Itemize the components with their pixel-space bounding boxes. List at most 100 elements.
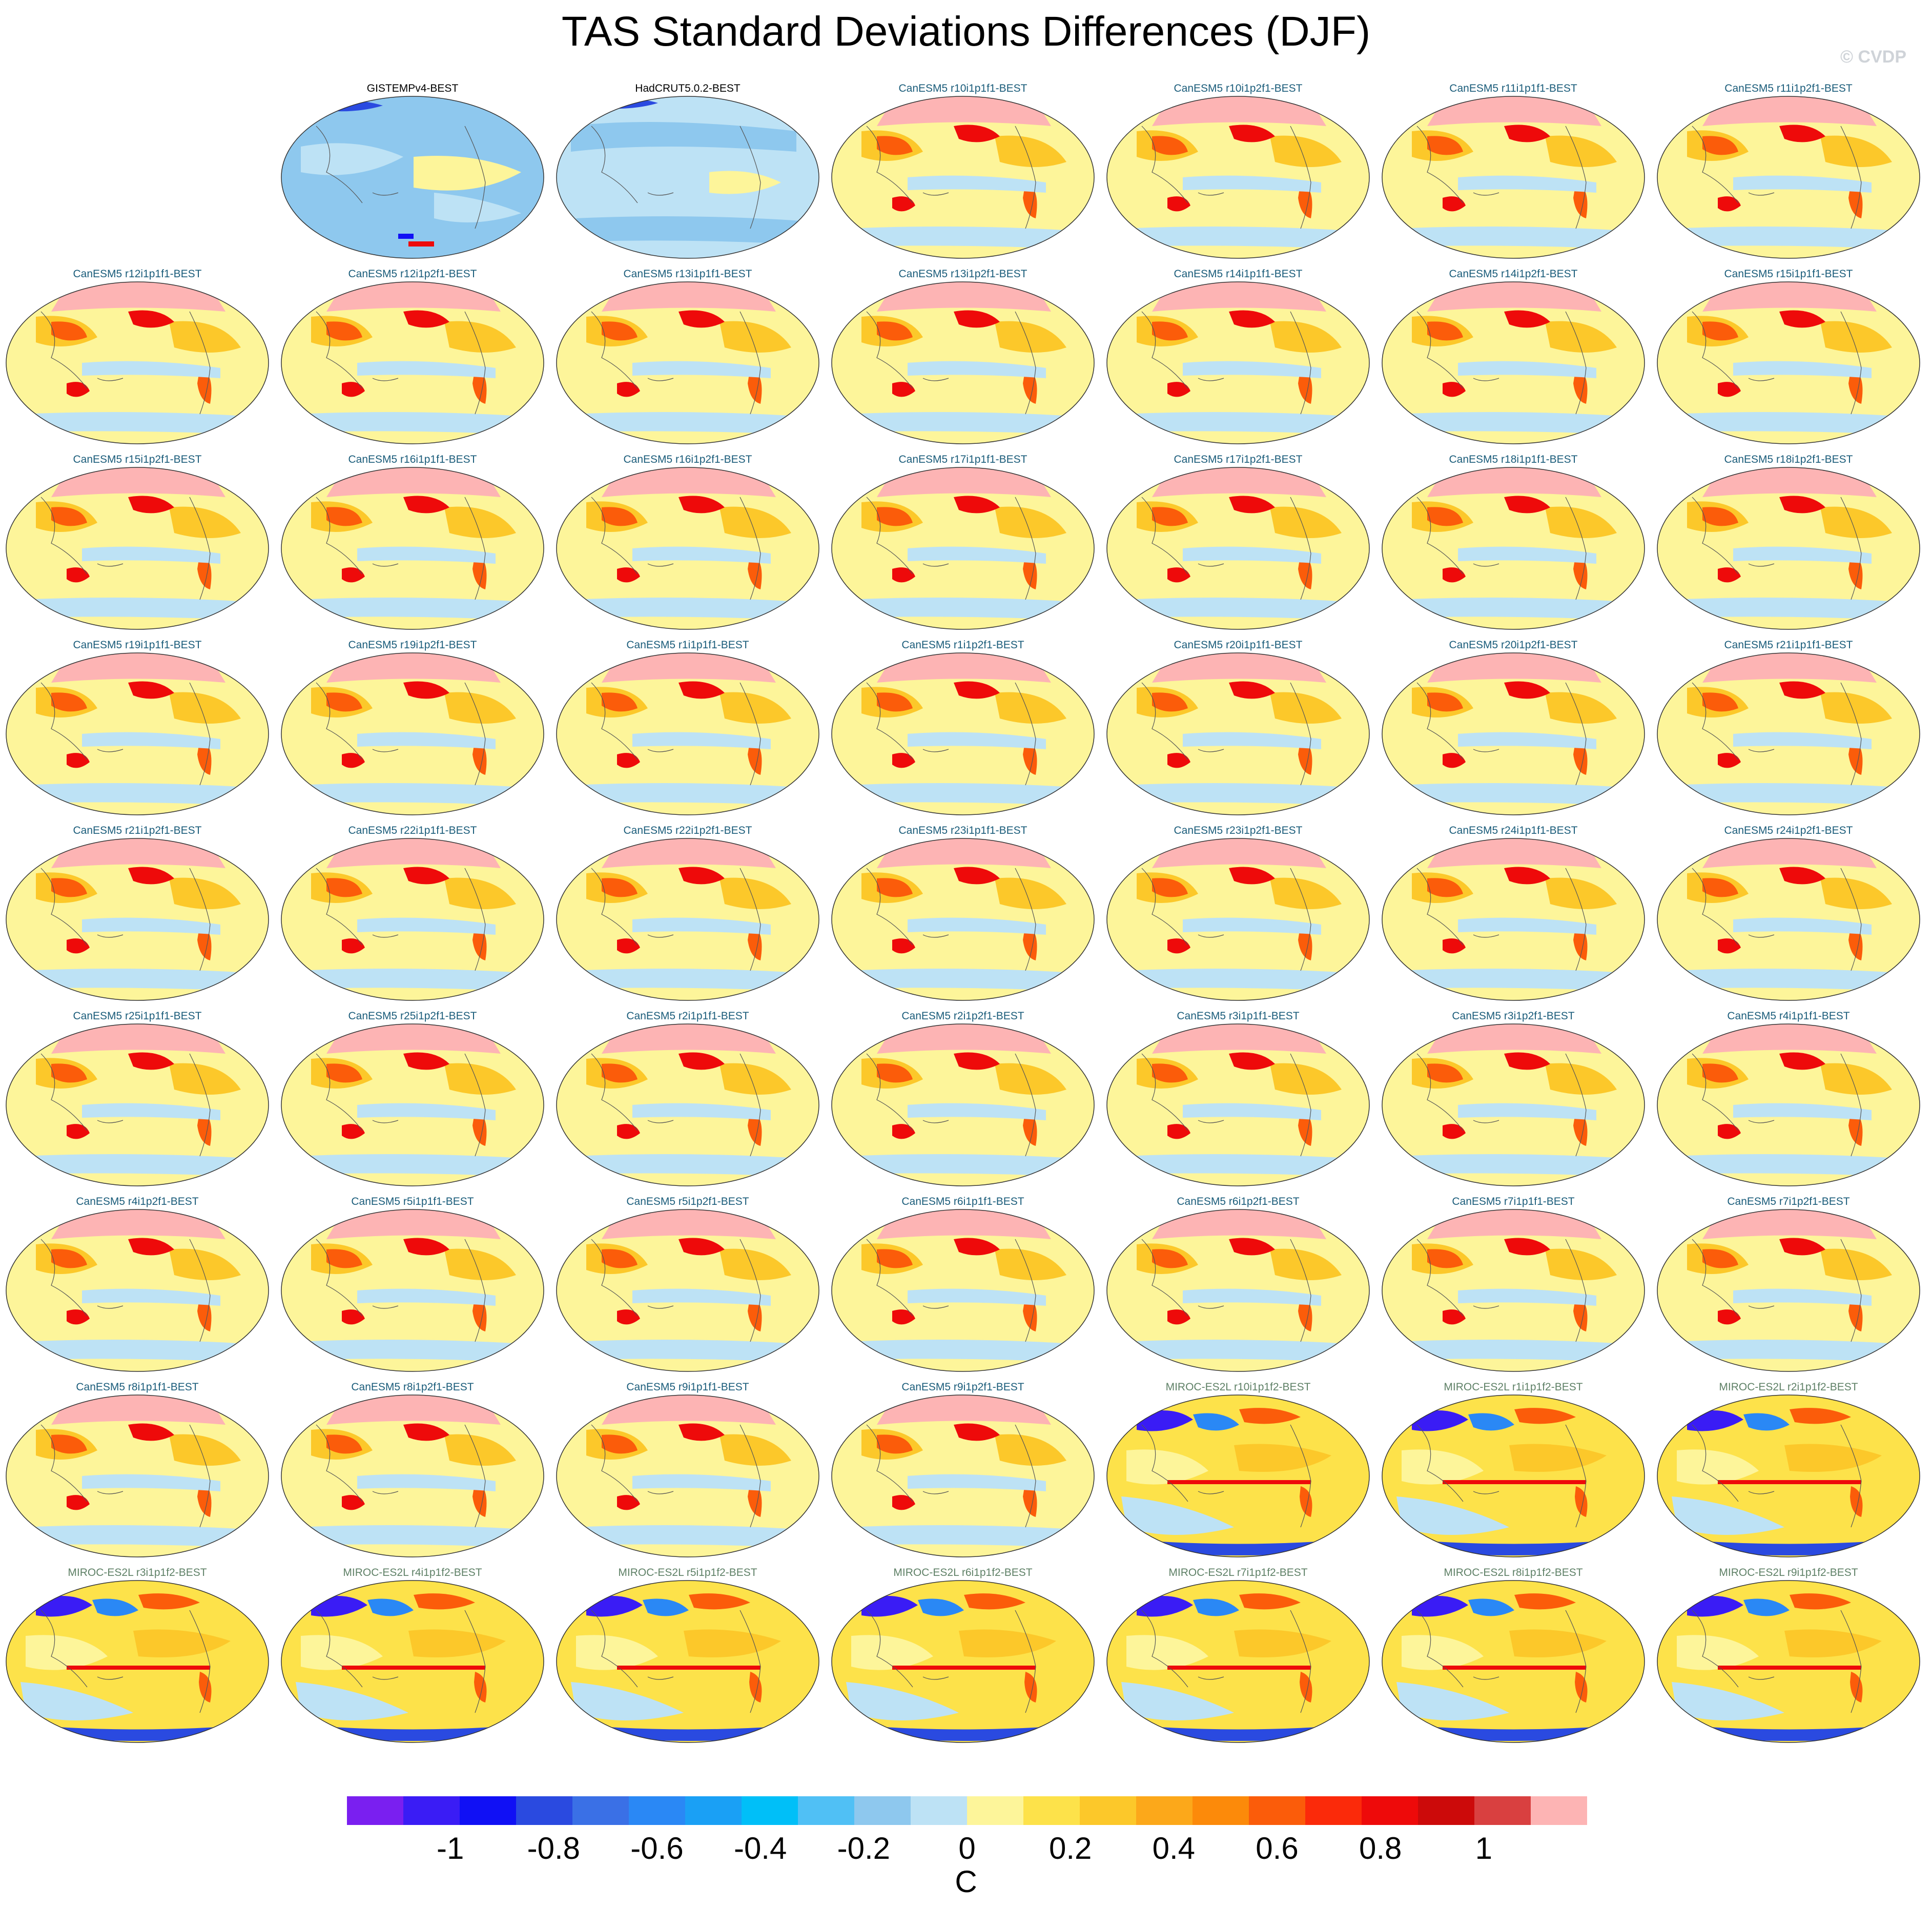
map-panel: CanESM5 r1i1p1f1-BEST xyxy=(550,639,825,818)
map xyxy=(281,467,544,630)
panel-title: CanESM5 r8i1p1f1-BEST xyxy=(76,1381,199,1393)
colorbar-tick-label: 0.4 xyxy=(1152,1831,1196,1865)
panel-title: MIROC-ES2L r4i1p1f2-BEST xyxy=(343,1567,482,1578)
map-panel: CanESM5 r20i1p2f1-BEST xyxy=(1376,639,1651,818)
map xyxy=(6,652,269,815)
map-panel: CanESM5 r6i1p1f1-BEST xyxy=(826,1195,1100,1374)
panel-title: CanESM5 r5i1p2f1-BEST xyxy=(626,1196,749,1207)
map-panel: CanESM5 r19i1p2f1-BEST xyxy=(275,639,550,818)
map xyxy=(6,1580,269,1743)
map xyxy=(1382,1580,1645,1743)
map-panel: CanESM5 r25i1p2f1-BEST xyxy=(275,1010,550,1189)
map xyxy=(831,281,1095,444)
colorbar-bin xyxy=(347,1796,404,1825)
colorbar-tick-label: -0.4 xyxy=(733,1831,787,1865)
map-panel: CanESM5 r15i1p1f1-BEST xyxy=(1651,268,1926,447)
map-panel: CanESM5 r9i1p2f1-BEST xyxy=(826,1381,1100,1560)
panel-title: CanESM5 r2i1p2f1-BEST xyxy=(901,1010,1024,1022)
map xyxy=(1657,1394,1920,1557)
colorbar-bin xyxy=(798,1796,855,1825)
colorbar-bin xyxy=(629,1796,686,1825)
map xyxy=(556,281,819,444)
colorbar-tick-label: -1 xyxy=(436,1831,464,1865)
map-panel: CanESM5 r16i1p1f1-BEST xyxy=(275,453,550,632)
panel-title: CanESM5 r22i1p2f1-BEST xyxy=(623,825,752,836)
map-panel: CanESM5 r23i1p2f1-BEST xyxy=(1101,824,1375,1003)
map-panel: MIROC-ES2L r5i1p1f2-BEST xyxy=(550,1566,825,1746)
map-panel: HadCRUT5.0.2-BEST xyxy=(550,82,825,261)
panel-title: CanESM5 r23i1p2f1-BEST xyxy=(1174,825,1303,836)
map xyxy=(1657,1580,1920,1743)
panel-title: MIROC-ES2L r9i1p1f2-BEST xyxy=(1719,1567,1858,1578)
panel-title: CanESM5 r20i1p1f1-BEST xyxy=(1174,639,1303,651)
panel-title: CanESM5 r17i1p1f1-BEST xyxy=(898,454,1027,465)
panel-title: CanESM5 r14i1p1f1-BEST xyxy=(1174,268,1303,280)
map-panel: CanESM5 r10i1p1f1-BEST xyxy=(826,82,1100,261)
colorbar xyxy=(347,1796,1587,1825)
map-panel: CanESM5 r15i1p2f1-BEST xyxy=(0,453,275,632)
map-panel: CanESM5 r7i1p1f1-BEST xyxy=(1376,1195,1651,1374)
map xyxy=(831,96,1095,259)
panel-title: CanESM5 r1i1p2f1-BEST xyxy=(901,639,1024,651)
map xyxy=(831,1580,1095,1743)
map-panel: CanESM5 r18i1p1f1-BEST xyxy=(1376,453,1651,632)
colorbar-bin xyxy=(742,1796,798,1825)
map xyxy=(1106,1394,1370,1557)
panel-title: CanESM5 r25i1p1f1-BEST xyxy=(73,1010,202,1022)
colorbar-bin xyxy=(967,1796,1024,1825)
colorbar-bin xyxy=(403,1796,460,1825)
map xyxy=(1106,96,1370,259)
panel-title: CanESM5 r16i1p2f1-BEST xyxy=(623,454,752,465)
map xyxy=(1382,838,1645,1001)
map-panel: CanESM5 r3i1p1f1-BEST xyxy=(1101,1010,1375,1189)
map xyxy=(1657,96,1920,259)
panel-title: MIROC-ES2L r6i1p1f2-BEST xyxy=(893,1567,1033,1578)
map-panel: MIROC-ES2L r10i1p1f2-BEST xyxy=(1101,1381,1375,1560)
colorbar-bin xyxy=(1023,1796,1080,1825)
panel-title: CanESM5 r4i1p1f1-BEST xyxy=(1727,1010,1850,1022)
map xyxy=(1106,652,1370,815)
map-panel: MIROC-ES2L r4i1p1f2-BEST xyxy=(275,1566,550,1746)
panel-title: CanESM5 r11i1p2f1-BEST xyxy=(1724,83,1853,94)
panel-title: CanESM5 r19i1p1f1-BEST xyxy=(73,639,202,651)
map xyxy=(281,1580,544,1743)
map xyxy=(1106,281,1370,444)
panel-title: CanESM5 r6i1p2f1-BEST xyxy=(1177,1196,1300,1207)
colorbar-bin xyxy=(1362,1796,1419,1825)
colorbar-tick-label: 0 xyxy=(958,1831,976,1865)
map-panel: CanESM5 r21i1p1f1-BEST xyxy=(1651,639,1926,818)
map-panel: MIROC-ES2L r3i1p1f2-BEST xyxy=(0,1566,275,1746)
panel-grid: GISTEMPv4-BEST HadCRUT5.0.2-BEST CanESM5 r… xyxy=(0,82,1926,1746)
panel-title: CanESM5 r15i1p1f1-BEST xyxy=(1724,268,1853,280)
map xyxy=(556,652,819,815)
map-panel: MIROC-ES2L r2i1p1f2-BEST xyxy=(1651,1381,1926,1560)
map-panel: CanESM5 r8i1p1f1-BEST xyxy=(0,1381,275,1560)
map-panel: CanESM5 r2i1p2f1-BEST xyxy=(826,1010,1100,1189)
panel-title: CanESM5 r9i1p1f1-BEST xyxy=(626,1381,749,1393)
map xyxy=(1657,467,1920,630)
map xyxy=(6,1394,269,1557)
map-panel: CanESM5 r11i1p2f1-BEST xyxy=(1651,82,1926,261)
map xyxy=(281,96,544,259)
map-panel: CanESM5 r12i1p1f1-BEST xyxy=(0,268,275,447)
map xyxy=(1106,467,1370,630)
colorbar-bin xyxy=(1305,1796,1362,1825)
panel-title: CanESM5 r2i1p1f1-BEST xyxy=(626,1010,749,1022)
map-panel: CanESM5 r16i1p2f1-BEST xyxy=(550,453,825,632)
map-panel: CanESM5 r22i1p2f1-BEST xyxy=(550,824,825,1003)
map-panel: CanESM5 r14i1p1f1-BEST xyxy=(1101,268,1375,447)
map xyxy=(1657,838,1920,1001)
map-panel: CanESM5 r17i1p2f1-BEST xyxy=(1101,453,1375,632)
panel-title: CanESM5 r24i1p1f1-BEST xyxy=(1449,825,1578,836)
map xyxy=(556,467,819,630)
map xyxy=(556,838,819,1001)
panel-title: CanESM5 r18i1p1f1-BEST xyxy=(1449,454,1578,465)
map-panel: CanESM5 r20i1p1f1-BEST xyxy=(1101,639,1375,818)
map-panel: CanESM5 r24i1p1f1-BEST xyxy=(1376,824,1651,1003)
panel-title: CanESM5 r11i1p1f1-BEST xyxy=(1449,83,1577,94)
panel-title: CanESM5 r10i1p2f1-BEST xyxy=(1174,83,1303,94)
map xyxy=(1657,281,1920,444)
map-panel: CanESM5 r23i1p1f1-BEST xyxy=(826,824,1100,1003)
panel-title: CanESM5 r16i1p1f1-BEST xyxy=(348,454,477,465)
map xyxy=(556,96,819,259)
